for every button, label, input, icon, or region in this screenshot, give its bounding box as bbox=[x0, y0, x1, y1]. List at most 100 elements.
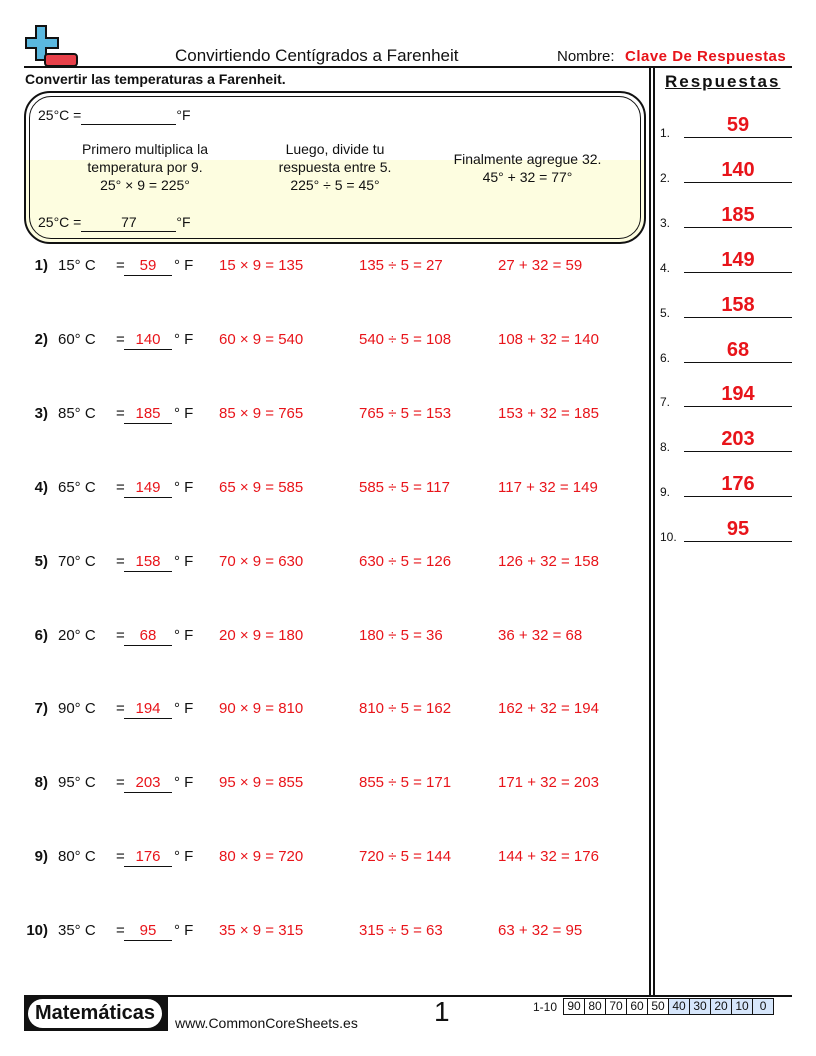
multiply-step: 20 × 9 = 180 bbox=[219, 626, 304, 644]
answer-value: 194 bbox=[684, 383, 792, 408]
step-text: temperatura por 9. bbox=[87, 159, 203, 175]
example-answer: 25°C = 77 °F bbox=[38, 213, 191, 232]
add-step: 171 + 32 = 203 bbox=[498, 774, 599, 792]
score-label: 1-10 bbox=[533, 999, 558, 1014]
problem-number: 7) bbox=[34, 700, 48, 718]
answer-number: 9. bbox=[660, 485, 671, 500]
problem-row: 2) 60° C = 140 ° F 60 × 9 = 540 540 ÷ 5 … bbox=[0, 331, 648, 351]
problem-row: 1) 15° C = 59 ° F 15 × 9 = 135 135 ÷ 5 =… bbox=[0, 257, 648, 277]
answer-key-item: 5. 158 bbox=[660, 280, 792, 320]
answer-key-item: 1. 59 bbox=[660, 100, 792, 140]
answer-value: 203 bbox=[684, 428, 792, 453]
example-question: 25°C = °F bbox=[38, 106, 191, 125]
column-divider bbox=[649, 68, 651, 996]
answer-key-item: 9. 176 bbox=[660, 459, 792, 499]
equals-sign: = bbox=[116, 257, 125, 274]
score-cell: 50 bbox=[648, 998, 670, 1015]
problem-row: 4) 65° C = 149 ° F 65 × 9 = 585 585 ÷ 5 … bbox=[0, 479, 648, 499]
add-step: 117 + 32 = 149 bbox=[498, 478, 598, 496]
add-step: 144 + 32 = 176 bbox=[498, 848, 599, 866]
divide-step: 540 ÷ 5 = 108 bbox=[359, 330, 452, 348]
celsius-value: 20° C bbox=[58, 626, 96, 644]
fahrenheit-unit: ° F bbox=[174, 330, 194, 348]
example-question-label: 25°C = bbox=[38, 107, 82, 123]
fahrenheit-unit: ° F bbox=[174, 626, 194, 644]
page-title: Convirtiendo Centígrados a Farenheit bbox=[175, 46, 459, 65]
problem-number: 1) bbox=[34, 257, 48, 274]
answer-number: 1. bbox=[660, 126, 671, 140]
answer-number: 8. bbox=[660, 440, 671, 455]
answer-key-item: 2. 140 bbox=[660, 145, 792, 185]
problem-row: 10) 35° C = 95 ° F 35 × 9 = 315 315 ÷ 5 … bbox=[0, 922, 648, 942]
multiply-step: 60 × 9 = 540 bbox=[219, 330, 304, 348]
column-divider bbox=[653, 68, 655, 996]
equals-sign: = bbox=[116, 552, 125, 570]
equals-sign: = bbox=[116, 330, 125, 348]
answer-value: 149 bbox=[684, 249, 792, 273]
problem-number: 8) bbox=[34, 774, 48, 792]
problem-number: 9) bbox=[34, 848, 48, 866]
problem-number: 3) bbox=[34, 404, 48, 422]
multiply-step: 85 × 9 = 765 bbox=[219, 404, 304, 422]
celsius-value: 85° C bbox=[58, 404, 96, 422]
multiply-step: 95 × 9 = 855 bbox=[219, 774, 304, 792]
equals-sign: = bbox=[116, 626, 125, 644]
divide-step: 720 ÷ 5 = 144 bbox=[359, 848, 452, 866]
celsius-value: 70° C bbox=[58, 552, 96, 570]
equals-sign: = bbox=[116, 478, 125, 496]
answer-number: 10. bbox=[660, 530, 677, 545]
problem-number: 5) bbox=[34, 552, 48, 570]
answer-value: 176 bbox=[684, 473, 792, 498]
answer-key-item: 3. 185 bbox=[660, 190, 792, 230]
math-logo-icon bbox=[25, 25, 78, 67]
header-divider bbox=[24, 66, 792, 68]
score-cell: 20 bbox=[711, 998, 733, 1015]
problem-number: 4) bbox=[34, 478, 48, 496]
multiply-step: 80 × 9 = 720 bbox=[219, 848, 304, 866]
fahrenheit-unit: ° F bbox=[174, 257, 194, 274]
answer-key-item: 6. 68 bbox=[660, 325, 792, 365]
problem-row: 5) 70° C = 158 ° F 70 × 9 = 630 630 ÷ 5 … bbox=[0, 553, 648, 573]
answer-blank: 68 bbox=[124, 627, 172, 646]
answer-blank: 203 bbox=[124, 774, 172, 794]
equals-sign: = bbox=[116, 922, 125, 940]
site-url: www.CommonCoreSheets.es bbox=[175, 1015, 358, 1031]
multiply-step: 70 × 9 = 630 bbox=[219, 552, 304, 570]
divide-step: 180 ÷ 5 = 36 bbox=[359, 626, 443, 644]
score-cell: 0 bbox=[753, 998, 775, 1015]
add-step: 162 + 32 = 194 bbox=[498, 700, 599, 718]
celsius-value: 80° C bbox=[58, 848, 96, 866]
footer-divider bbox=[24, 995, 792, 997]
answer-blank: 140 bbox=[124, 331, 172, 350]
name-label: Nombre: bbox=[557, 48, 615, 65]
name-value: Clave De Respuestas bbox=[625, 48, 787, 65]
answer-value: 185 bbox=[684, 204, 792, 228]
answers-title: Respuestas bbox=[665, 72, 781, 91]
step-text: respuesta entre 5. bbox=[278, 159, 392, 175]
divide-step: 855 ÷ 5 = 171 bbox=[359, 774, 452, 792]
celsius-value: 35° C bbox=[58, 922, 96, 940]
answer-value: 140 bbox=[684, 159, 792, 183]
multiply-step: 15 × 9 = 135 bbox=[219, 257, 304, 274]
divide-step: 135 ÷ 5 = 27 bbox=[359, 257, 443, 274]
answer-key-item: 4. 149 bbox=[660, 235, 792, 275]
divide-step: 315 ÷ 5 = 63 bbox=[359, 922, 443, 940]
divide-step: 810 ÷ 5 = 162 bbox=[359, 700, 452, 718]
add-step: 108 + 32 = 140 bbox=[498, 330, 599, 348]
page-number: 1 bbox=[434, 996, 450, 1027]
problem-number: 6) bbox=[34, 626, 48, 644]
divide-step: 765 ÷ 5 = 153 bbox=[359, 404, 452, 422]
multiply-step: 90 × 9 = 810 bbox=[219, 700, 304, 718]
answer-number: 3. bbox=[660, 215, 671, 230]
answer-value: 68 bbox=[684, 339, 792, 363]
example-answer-value: 77 bbox=[81, 213, 177, 232]
answer-blank: 176 bbox=[124, 848, 172, 868]
answer-number: 7. bbox=[660, 395, 671, 410]
problem-row: 9) 80° C = 176 ° F 80 × 9 = 720 720 ÷ 5 … bbox=[0, 848, 648, 868]
problem-row: 3) 85° C = 185 ° F 85 × 9 = 765 765 ÷ 5 … bbox=[0, 405, 648, 425]
answer-number: 2. bbox=[660, 170, 671, 185]
divide-step: 585 ÷ 5 = 117 bbox=[359, 478, 450, 496]
celsius-value: 95° C bbox=[58, 774, 96, 792]
answer-number: 4. bbox=[660, 260, 671, 275]
fahrenheit-unit: ° F bbox=[174, 478, 194, 496]
